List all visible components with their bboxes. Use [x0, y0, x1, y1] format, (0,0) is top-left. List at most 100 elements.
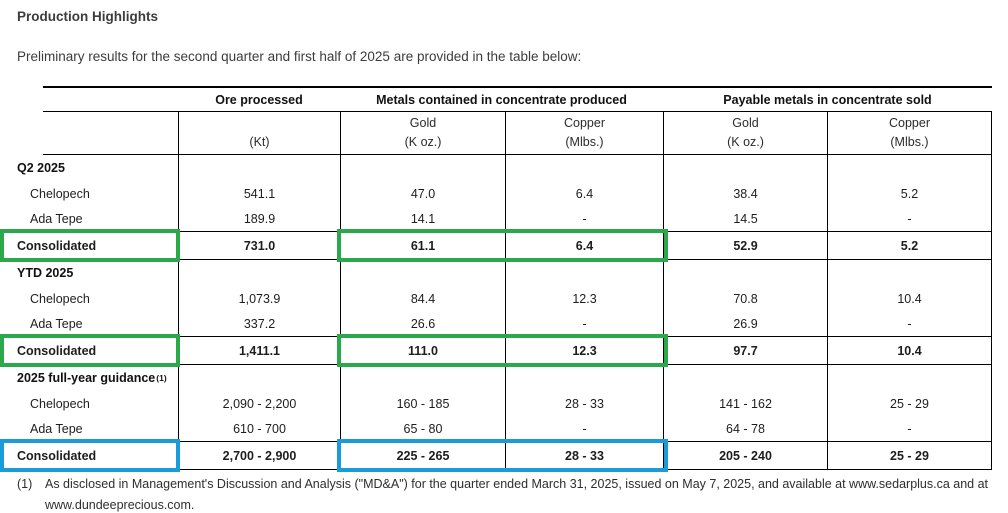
value-cell: 1,411.1 — [178, 337, 340, 364]
table-row: Ada Tepe 337.2 26.6-26.9- — [0, 311, 992, 336]
table-section-header-row: YTD 2025 — [0, 260, 992, 286]
footnote-line1: As disclosed in Management's Discussion … — [45, 477, 989, 491]
row-label: Ada Tepe — [30, 421, 83, 436]
value-cell: - — [827, 416, 992, 441]
value-cell: 65 - 80 — [340, 416, 505, 441]
value-cell: 38.4 — [663, 181, 827, 206]
row-label: Chelopech — [30, 186, 90, 201]
subheader-line1: Gold — [409, 116, 437, 130]
subheader-ore-kt: (Kt) — [178, 112, 340, 154]
row-label: Ada Tepe — [30, 316, 83, 331]
value-cell: 26.9 — [663, 311, 827, 336]
empty-cell — [827, 155, 992, 181]
subheader-line1: Gold — [732, 116, 759, 130]
subheader-spacer-cell — [0, 112, 178, 154]
value-cell: 12.3 — [505, 286, 663, 311]
table-body: Q2 2025 Chelopech 541.1 47.0 6.4 38.4 5.2 Ada T… — [0, 155, 992, 472]
value-cell: 111.0 — [340, 337, 505, 364]
value-cell: 1,073.9 — [178, 286, 340, 311]
value-cell: 61.1 — [340, 232, 505, 259]
column-group-ore-processed: Ore processed — [215, 92, 303, 107]
subheader-line2: (K oz.) — [404, 135, 442, 149]
empty-cell — [663, 365, 827, 391]
value-cell: 189.9 — [178, 206, 340, 231]
value-cell: 10.4 — [827, 286, 992, 311]
section-header-footnote-ref: (1) — [156, 373, 167, 383]
empty-cell — [505, 260, 663, 286]
subheader-sold-copper: Copper (Mlbs.) — [827, 112, 992, 154]
value-cell: 6.4 — [505, 232, 663, 259]
empty-cell — [827, 260, 992, 286]
value-cell: - — [827, 206, 992, 231]
empty-cell — [827, 365, 992, 391]
section-header-text: Q2 2025 — [17, 161, 65, 175]
table-row: Ada Tepe 610 - 700 65 - 80-64 - 78- — [0, 416, 992, 441]
section-header-label: YTD 2025 — [0, 260, 178, 286]
value-cell: 14.5 — [663, 206, 827, 231]
value-cell: 731.0 — [178, 232, 340, 259]
value-cell: 5.2 — [827, 232, 992, 259]
empty-cell — [178, 365, 340, 391]
table-row: Chelopech 1,073.9 84.4 12.3 70.8 10.4 — [0, 286, 992, 311]
value-cell: - — [505, 311, 663, 336]
row-label: Consolidated — [17, 448, 97, 463]
subheader-line1: Copper — [889, 116, 930, 130]
row-label: Chelopech — [30, 291, 90, 306]
footnote-line2: www.dundeeprecious.com. — [45, 498, 195, 512]
empty-cell — [340, 155, 505, 181]
value-cell: 2,090 - 2,200 — [178, 391, 340, 416]
footnote-marker: (1) — [17, 477, 33, 491]
table-section-header-row: Q2 2025 — [0, 155, 992, 181]
row-label: Chelopech — [30, 396, 90, 411]
subheader-produced-copper: Copper (Mlbs.) — [505, 112, 663, 154]
table-row: Ada Tepe 189.9 14.1-14.5- — [0, 206, 992, 231]
empty-cell — [505, 155, 663, 181]
subheader-line2: (K oz.) — [727, 135, 764, 149]
footnote: (1) As disclosed in Management's Discuss… — [0, 477, 1008, 513]
column-group-header-row: Ore processed Metals contained in concen… — [0, 86, 992, 112]
value-cell: 28 - 33 — [505, 391, 663, 416]
corner-spacer-cell — [0, 88, 178, 111]
table-row: Consolidated 2,700 - 2,900 225 - 265 28 - 3… — [0, 439, 992, 472]
table-row: Chelopech 541.1 47.0 6.4 38.4 5.2 — [0, 181, 992, 206]
page-title: Production Highlights — [17, 9, 158, 24]
empty-cell — [178, 155, 340, 181]
value-cell: 64 - 78 — [663, 416, 827, 441]
value-cell: 141 - 162 — [663, 391, 827, 416]
value-cell: 84.4 — [340, 286, 505, 311]
value-cell: 25 - 29 — [827, 391, 992, 416]
empty-cell — [663, 155, 827, 181]
value-cell: 610 - 700 — [178, 416, 340, 441]
table-row: Consolidated 731.0 61.1 6.4 52.9 5.2 — [0, 229, 992, 262]
value-cell: 225 - 265 — [340, 442, 505, 469]
section-header-label: Q2 2025 — [0, 155, 178, 181]
section-header-text: 2025 full-year guidance — [17, 371, 156, 385]
value-cell: 337.2 — [178, 311, 340, 336]
value-cell: 47.0 — [340, 181, 505, 206]
value-cell: 5.2 — [827, 181, 992, 206]
value-cell: 26.6 — [340, 311, 505, 336]
value-cell: 12.3 — [505, 337, 663, 364]
column-group-metals-contained: Metals contained in concentrate produced — [376, 92, 627, 107]
value-cell: - — [827, 311, 992, 336]
subheader-line2: (Mlbs.) — [890, 135, 929, 149]
intro-text: Preliminary results for the second quart… — [17, 49, 582, 64]
value-cell: 2,700 - 2,900 — [178, 442, 340, 469]
value-cell: 25 - 29 — [827, 442, 992, 469]
subheader-line1: Copper — [564, 116, 605, 130]
column-subheader-row: (Kt) Gold (K oz.) Copper (Mlbs.) Gold (K… — [0, 112, 992, 155]
subheader-sold-gold: Gold (K oz.) — [663, 112, 827, 154]
value-cell: - — [505, 206, 663, 231]
row-label: Consolidated — [17, 343, 97, 358]
value-cell: - — [505, 416, 663, 441]
left-edge-mask — [0, 86, 43, 470]
section-header-text: YTD 2025 — [17, 266, 74, 280]
value-cell: 6.4 — [505, 181, 663, 206]
subheader-produced-gold: Gold (K oz.) — [340, 112, 505, 154]
empty-cell — [340, 260, 505, 286]
value-cell: 70.8 — [663, 286, 827, 311]
column-group-payable-metals: Payable metals in concentrate sold — [723, 92, 932, 107]
value-cell: 28 - 33 — [505, 442, 663, 469]
empty-cell — [505, 365, 663, 391]
